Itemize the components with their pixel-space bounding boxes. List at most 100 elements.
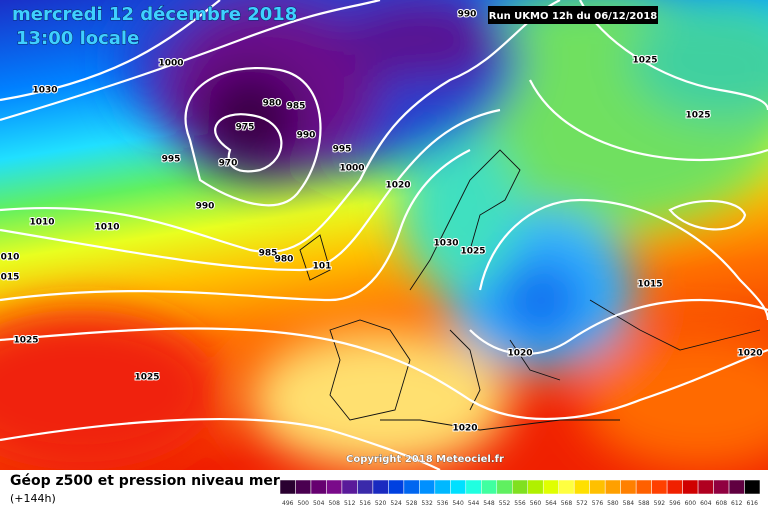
run-box <box>488 6 658 24</box>
isobar-label: 985 <box>259 249 278 259</box>
isobar-label: 1010 <box>29 218 54 228</box>
isobar-label: 1020 <box>452 424 477 434</box>
isobar <box>668 199 747 231</box>
scale-swatch <box>372 479 389 495</box>
scale-swatch <box>620 479 637 495</box>
legend-title: Géop z500 et pression niveau mer <box>10 473 280 489</box>
isobar-label: 1030 <box>32 86 57 96</box>
isobar-label: 995 <box>162 155 181 165</box>
scale-swatch <box>573 479 590 495</box>
coastline <box>299 149 761 431</box>
scale-swatch <box>481 479 498 495</box>
scale-swatch <box>326 479 343 495</box>
isobar <box>184 67 322 207</box>
scale-swatch <box>496 479 513 495</box>
scale-swatch <box>419 479 436 495</box>
isobar <box>478 198 768 321</box>
date: mercredi 12 décembre 2018 <box>12 4 297 25</box>
scale-label: 560 <box>530 500 542 507</box>
scale-swatch <box>635 479 652 495</box>
scale-label: 588 <box>638 500 650 507</box>
scale-swatch <box>295 479 312 495</box>
isobar-label: 995 <box>333 145 352 155</box>
isobar-label: 1020 <box>507 349 532 359</box>
scale-swatch <box>388 479 405 495</box>
scale-label: 500 <box>297 500 309 507</box>
scale-swatch <box>744 479 761 495</box>
isobar-label: 1025 <box>632 56 657 66</box>
scale-swatch <box>697 479 714 495</box>
isobar <box>0 149 471 302</box>
isobar-label: 1020 <box>737 349 762 359</box>
isobar <box>0 0 221 102</box>
isobar-label: 1025 <box>134 373 159 383</box>
isobar <box>0 418 441 470</box>
scale-label: 512 <box>344 500 356 507</box>
isobar-label: 1010 <box>94 223 119 233</box>
scale-swatch <box>728 479 745 495</box>
isobar-label: 1020 <box>385 181 410 191</box>
isobar <box>0 0 561 253</box>
scale-label: 520 <box>375 500 387 507</box>
scale-label: 536 <box>437 500 449 507</box>
scale-label: 576 <box>592 500 604 507</box>
scale-swatch <box>542 479 559 495</box>
scale-swatch <box>279 479 296 495</box>
scale-label: 532 <box>421 500 433 507</box>
scale-swatch <box>527 479 544 495</box>
isobar-label: 980 <box>263 99 282 109</box>
scale-label: 556 <box>514 500 526 507</box>
isobar-label: 985 <box>287 102 306 112</box>
isobar-label: 1025 <box>13 336 38 346</box>
scale-label: 564 <box>545 500 557 507</box>
scale-label: 524 <box>390 500 402 507</box>
scale-label: 572 <box>576 500 588 507</box>
scale-swatch <box>512 479 528 495</box>
scale-label: 540 <box>452 500 464 507</box>
isobar-label: 1025 <box>685 111 710 121</box>
isobar <box>0 0 381 122</box>
isobar <box>469 298 768 356</box>
isobar-label: 1030 <box>433 239 458 249</box>
scale-label: 516 <box>359 500 371 507</box>
isobar-label: 015 <box>1 273 20 283</box>
isobar-label: 1000 <box>158 59 183 69</box>
isobar-label: 1015 <box>637 280 662 290</box>
color-scale: 496 500 504 508 512 516 520 524 528 532 536 540 544 5… <box>279 479 761 507</box>
scale-swatch <box>713 479 730 495</box>
copyright: Copyright 2018 Meteociel.fr <box>346 454 504 465</box>
scale-swatch <box>682 479 699 495</box>
isobar-label: 101 <box>313 262 332 272</box>
scale-label: 548 <box>483 500 495 507</box>
scale-label: 496 <box>282 500 294 507</box>
scale-label: 528 <box>406 500 418 507</box>
isobar-label: 1000 <box>339 164 364 174</box>
scale-label: 544 <box>468 500 480 507</box>
scale-label: 600 <box>685 500 697 507</box>
isobar-label: 980 <box>275 255 294 265</box>
scale-swatch <box>666 479 683 495</box>
scale-label: 568 <box>561 500 573 507</box>
scale-swatch <box>310 479 327 495</box>
scale-label: 552 <box>499 500 511 507</box>
scale-swatch <box>341 479 358 495</box>
scale-label: 584 <box>623 500 635 507</box>
isobar <box>0 108 501 272</box>
scale-label: 580 <box>607 500 619 507</box>
scale-label: 592 <box>654 500 666 507</box>
scale-swatch <box>465 479 482 495</box>
scale-label: 608 <box>716 500 728 507</box>
scale-label: 504 <box>313 500 325 507</box>
run-label: Run UKMO 12h du 06/12/2018 <box>489 11 658 22</box>
scale-label: 612 <box>731 500 743 507</box>
isobar-label: 990 <box>196 202 215 212</box>
isobar-label: 990 <box>458 10 477 20</box>
scale-label: 508 <box>328 500 340 507</box>
isobar-label: 1025 <box>460 247 485 257</box>
isobar-label: 975 <box>236 123 255 133</box>
field <box>0 0 768 470</box>
scale-swatch <box>403 479 420 495</box>
scale-swatch <box>450 479 467 495</box>
isobar-label: 990 <box>297 131 316 141</box>
